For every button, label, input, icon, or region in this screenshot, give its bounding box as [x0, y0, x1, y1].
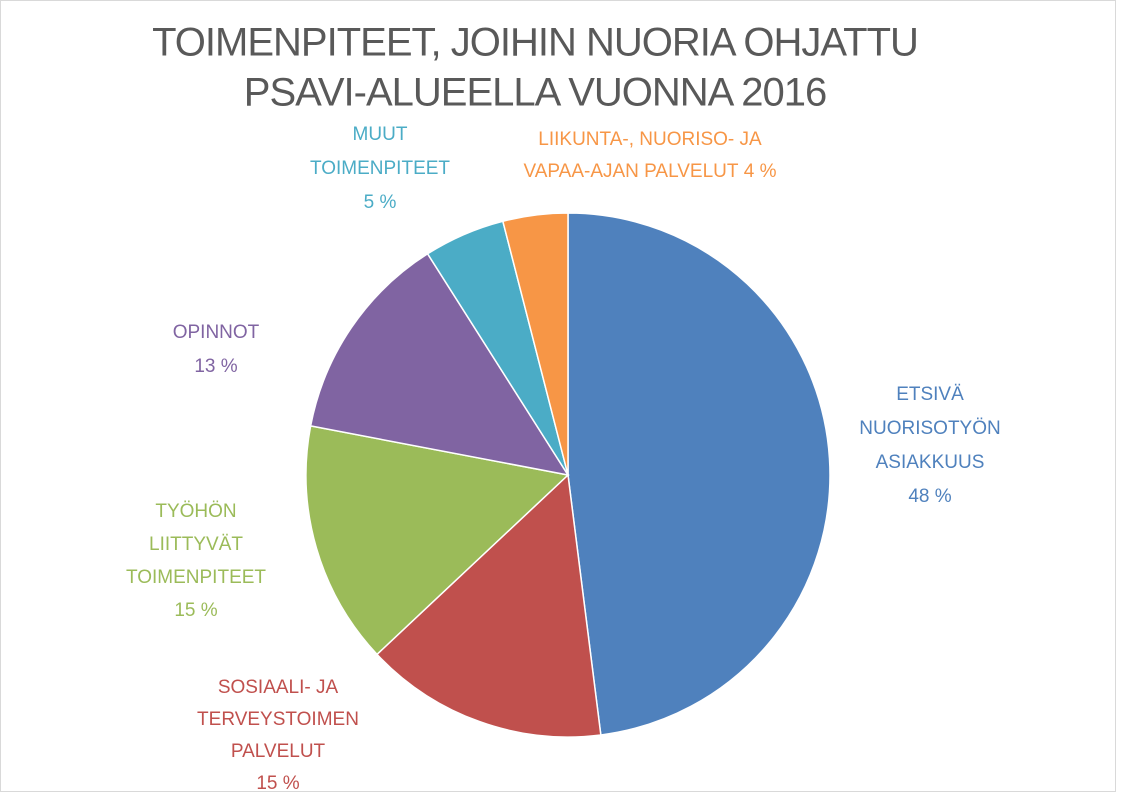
- label-line: VAPAA-AJAN PALVELUT: [523, 161, 738, 182]
- data-label: SOSIAALI- JA TERVEYSTOIMEN PALVELUT 15 %: [197, 677, 359, 792]
- label-line: ETSIVÄ: [896, 384, 964, 405]
- label-line: LIIKUNTA-, NUORISO- JA: [538, 129, 762, 150]
- label-line: SOSIAALI- JA: [218, 677, 339, 698]
- label-line: OPINNOT: [173, 322, 260, 343]
- value-label: 13 %: [194, 356, 237, 377]
- label-line: TERVEYSTOIMEN: [197, 709, 359, 730]
- label-line: TOIMENPITEET: [310, 158, 450, 179]
- label-line: MUUT: [353, 124, 408, 145]
- value-label: 15 %: [174, 600, 217, 621]
- data-label: TYÖHÖN LIITTYVÄT TOIMENPITEET 15 %: [126, 501, 266, 621]
- data-label: ETSIVÄ NUORISOTYÖN ASIAKKUUS 48 %: [859, 384, 1000, 507]
- label-line: TOIMENPITEET: [126, 567, 266, 588]
- data-label: LIIKUNTA-, NUORISO- JA VAPAA-AJAN PALVELU…: [523, 129, 776, 182]
- value-label: 15 %: [256, 773, 299, 792]
- value-label: 4 %: [744, 161, 777, 182]
- label-line: LIITTYVÄT: [149, 534, 243, 555]
- chart-title: TOIMENPITEET, JOIHIN NUORIA OHJATTU: [152, 21, 918, 65]
- label-line: PALVELUT: [231, 741, 326, 762]
- chart-title: PSAVI-ALUEELLA VUONNA 2016: [244, 71, 826, 115]
- label-line: TYÖHÖN: [155, 501, 236, 522]
- label-line: ASIAKKUUS: [876, 452, 985, 473]
- value-label: 48 %: [908, 486, 951, 507]
- pie-slice: [375, 473, 602, 738]
- pie-slice: [305, 425, 570, 656]
- pie-slice: [309, 252, 570, 477]
- data-label: MUUT TOIMENPITEET 5 %: [310, 124, 450, 213]
- pie-slice: [501, 212, 569, 476]
- pie-slice: [567, 212, 831, 736]
- value-label: 5 %: [364, 192, 397, 213]
- label-line: NUORISOTYÖN: [859, 418, 1000, 439]
- data-label: OPINNOT 13 %: [173, 322, 260, 377]
